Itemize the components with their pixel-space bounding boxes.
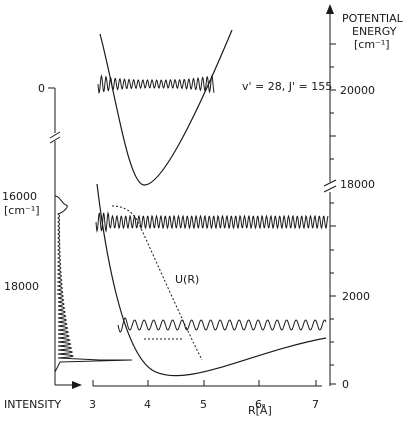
- upper-potential-curve: [99, 29, 233, 186]
- intensity-16000-label: 16000: [2, 190, 37, 203]
- lower-vibrational-wavefunction-high: [95, 211, 329, 233]
- potential-title-line1: POTENTIAL: [342, 12, 404, 25]
- r-axis-label: R[Å]: [248, 404, 272, 417]
- potential-energy-axis: POTENTIAL ENERGY [cm⁻¹] 20000 18000 2000…: [323, 4, 404, 391]
- intensity-zero-label: 0: [38, 82, 45, 95]
- intensity-axis-label: INTENSITY: [4, 398, 61, 411]
- tick-label-20000: 20000: [340, 84, 375, 97]
- arrow-right-icon: [72, 381, 82, 389]
- r-tick-3: 3: [89, 398, 96, 411]
- intensity-spectrum: [54, 195, 133, 373]
- intensity-unit-label: [cm⁻¹]: [4, 204, 40, 217]
- potential-curve-label: U(R): [175, 273, 199, 286]
- tick-label-18000: 18000: [340, 178, 375, 191]
- lower-vibrational-wavefunction-low: [117, 317, 327, 333]
- axis-break-icon: [49, 131, 61, 144]
- potential-unit: [cm⁻¹]: [354, 38, 390, 51]
- intensity-18000-label: 18000: [4, 280, 39, 293]
- upper-state-label: v' = 28, J' = 155: [242, 80, 332, 93]
- lower-potential-curve: [96, 183, 327, 377]
- tick-label-0: 0: [342, 378, 349, 391]
- r-tick-5: 5: [200, 398, 207, 411]
- intensity-axis: 0 16000 [cm⁻¹] 18000 INTENSITY: [2, 82, 82, 411]
- r-tick-7: 7: [312, 398, 319, 411]
- r-axis: 3 4 5 6 7 R[Å]: [89, 380, 322, 417]
- upper-vibrational-wavefunction: [97, 74, 215, 95]
- tick-label-2000: 2000: [342, 290, 370, 303]
- r-tick-4: 4: [144, 398, 151, 411]
- arrow-up-icon: [326, 4, 334, 14]
- dotted-curve: [111, 205, 203, 361]
- potential-title-line2: ENERGY: [352, 25, 397, 38]
- axis-break-icon: [323, 179, 337, 193]
- r-tick-6: 6: [255, 398, 262, 411]
